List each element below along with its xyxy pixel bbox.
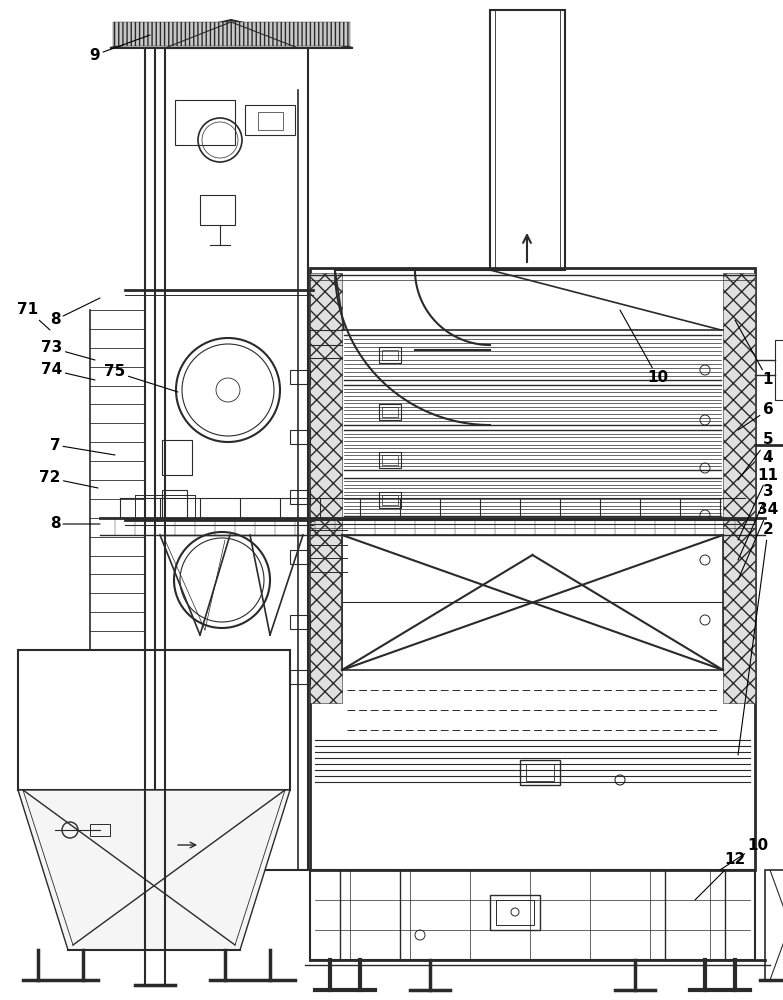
Bar <box>382 350 398 360</box>
Text: 9: 9 <box>90 35 150 62</box>
Bar <box>290 430 310 444</box>
Text: 73: 73 <box>41 340 95 360</box>
Bar <box>310 870 755 960</box>
Bar <box>342 535 723 670</box>
Bar <box>496 900 534 925</box>
Bar <box>258 112 283 130</box>
Text: 8: 8 <box>49 298 100 328</box>
Bar <box>175 100 235 145</box>
Text: 4: 4 <box>763 450 774 466</box>
Text: 3: 3 <box>738 485 774 560</box>
Bar <box>18 650 290 790</box>
Text: 6: 6 <box>738 402 774 430</box>
Text: 10: 10 <box>620 310 669 385</box>
Text: 1: 1 <box>735 320 774 387</box>
Text: 8: 8 <box>49 516 100 532</box>
Bar <box>290 370 310 384</box>
Text: 5: 5 <box>738 432 774 480</box>
Bar <box>90 824 110 836</box>
Text: 10: 10 <box>720 838 769 870</box>
Bar <box>775 340 783 400</box>
Bar <box>162 440 192 475</box>
Bar <box>379 452 401 468</box>
Bar <box>310 273 342 703</box>
Bar <box>162 490 187 518</box>
Bar <box>290 550 310 564</box>
Bar <box>290 615 310 629</box>
Bar <box>723 273 755 703</box>
Bar <box>245 105 295 135</box>
Text: 74: 74 <box>41 362 95 380</box>
Bar <box>379 347 401 363</box>
Bar <box>155 48 308 870</box>
Bar <box>379 492 401 508</box>
Bar <box>379 404 401 420</box>
Bar <box>490 10 565 270</box>
Text: 71: 71 <box>17 302 50 330</box>
Polygon shape <box>18 790 290 950</box>
Text: 7: 7 <box>49 438 115 455</box>
Text: 12: 12 <box>695 852 745 900</box>
Text: 75: 75 <box>104 364 178 392</box>
Bar <box>113 22 350 46</box>
Bar <box>382 455 398 465</box>
Text: 2: 2 <box>738 522 774 755</box>
Bar <box>526 764 554 781</box>
Bar <box>382 407 398 417</box>
Bar <box>310 268 755 870</box>
Text: 34: 34 <box>738 502 778 580</box>
Bar <box>290 490 310 504</box>
Text: 72: 72 <box>39 471 98 488</box>
Bar <box>490 895 540 930</box>
Bar <box>520 760 560 785</box>
Bar <box>290 670 310 684</box>
Text: 11: 11 <box>738 468 778 540</box>
Bar <box>200 195 235 225</box>
Polygon shape <box>110 20 353 48</box>
Bar <box>382 495 398 505</box>
Bar <box>765 870 783 980</box>
